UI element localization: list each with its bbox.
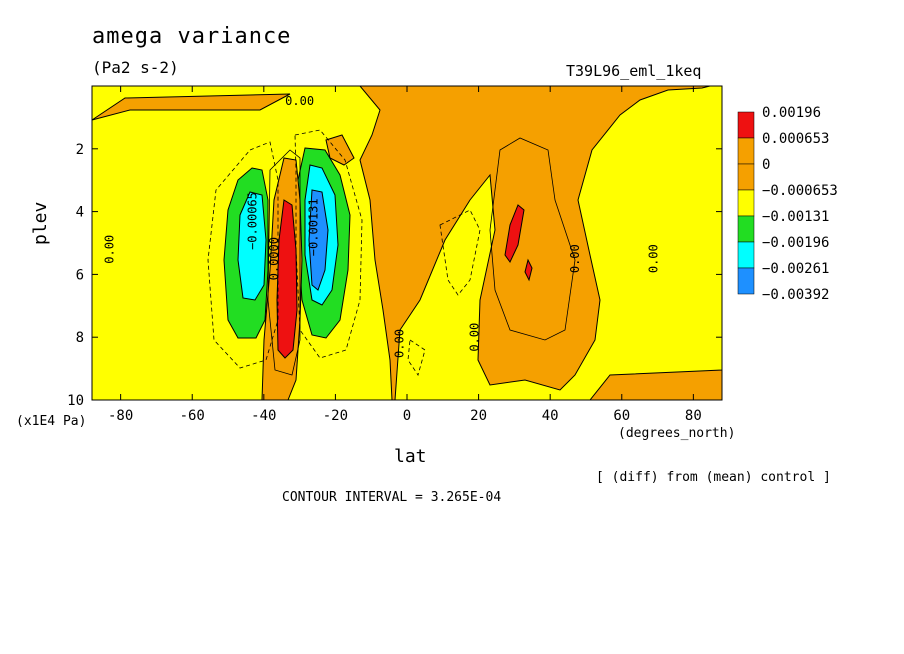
legend-label: 0: [762, 157, 770, 173]
contour-label: −0.00131: [307, 198, 321, 256]
field-red-nh: [504, 204, 525, 263]
field-orange-island: [325, 134, 355, 166]
contour-dashed: [207, 129, 481, 376]
y-tick-label: 8: [76, 330, 84, 346]
contour-label: 0.00: [647, 244, 661, 273]
x-tick-label: 0: [403, 408, 411, 424]
y-axis-label: plev: [30, 201, 51, 245]
contour-label: 0.00: [568, 244, 582, 273]
legend-swatch: [737, 137, 755, 165]
contour-label: 0.00: [285, 94, 314, 108]
x-tick-label: -40: [251, 408, 276, 424]
contour-label: 0.00: [102, 235, 116, 264]
run-label: T39L96_eml_1keq: [566, 62, 702, 80]
x-tick-label: 40: [542, 408, 559, 424]
contour-label: 0.0000: [267, 237, 281, 280]
legend-label: −0.00131: [762, 209, 829, 225]
x-tick-label: -20: [323, 408, 348, 424]
legend-swatch: [737, 215, 755, 243]
x-axis-label: lat: [394, 446, 427, 467]
x-axis-units: (degrees_north): [618, 426, 736, 441]
contour-label: −0.00065: [246, 192, 260, 250]
chart-title: amega variance: [92, 24, 292, 49]
legend-label: −0.00261: [762, 261, 829, 277]
legend-swatch: [737, 163, 755, 191]
x-axis: -80 -60 -40 -20 0 20 40 60 80: [108, 86, 702, 424]
y-tick-label: 2: [76, 142, 84, 158]
legend-label: 0.00196: [762, 105, 821, 121]
field-cyan-west: [237, 191, 267, 301]
y-tick-label: 6: [76, 267, 84, 283]
field-blue-east: [308, 189, 329, 291]
legend-label: −0.00392: [762, 287, 829, 303]
legend-swatch: [737, 267, 755, 295]
y-tick-label: 10: [67, 393, 84, 409]
legend-label: −0.00196: [762, 235, 829, 251]
y-axis: 2 4 6 8 10: [67, 142, 722, 409]
y-tick-label: 4: [76, 205, 84, 221]
chart-units: (Pa2 s-2): [92, 58, 179, 77]
diff-note: [ (diff) from (mean) control ]: [596, 470, 831, 485]
y-axis-units: (x1E4 Pa): [16, 414, 87, 429]
x-tick-label: 60: [613, 408, 630, 424]
legend-swatch: [737, 111, 755, 139]
x-tick-label: -80: [108, 408, 133, 424]
color-legend: 0.00196 0.000653 0 −0.000653 −0.00131 −0.0019…: [737, 105, 838, 303]
contour-lines: [267, 137, 576, 376]
contour-label: 0.00: [468, 323, 482, 352]
x-tick-label: -60: [180, 408, 205, 424]
field-yellow-gap: [91, 93, 291, 121]
legend-swatch: [737, 189, 755, 217]
field-red-nh-small: [524, 258, 533, 282]
legend-label: 0.000653: [762, 131, 829, 147]
legend-swatch: [737, 241, 755, 269]
x-tick-label: 80: [685, 408, 702, 424]
contour-interval: CONTOUR INTERVAL = 3.265E-04: [282, 490, 502, 505]
contour-label: 0.00: [392, 329, 406, 358]
x-tick-label: 20: [470, 408, 487, 424]
legend-label: −0.000653: [762, 183, 838, 199]
